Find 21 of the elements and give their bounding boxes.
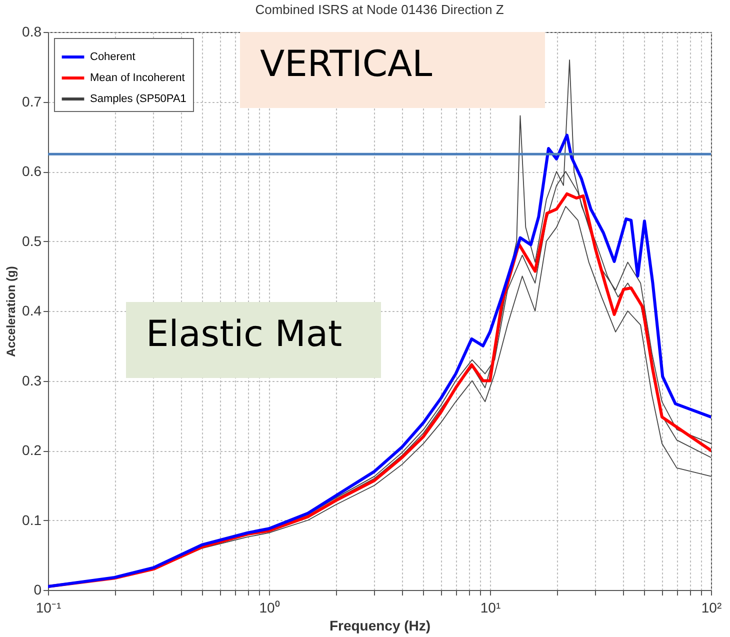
y-tick-label: 0.2 bbox=[22, 442, 42, 458]
x-tick-label: 10⁻¹ bbox=[36, 600, 62, 616]
legend-label: Samples (SP50PA1 bbox=[90, 93, 186, 105]
x-axis-title: Frequency (Hz) bbox=[329, 618, 431, 634]
y-tick-label: 0.5 bbox=[22, 232, 42, 249]
y-tick-label: 0.7 bbox=[22, 93, 42, 110]
chart-title: Combined ISRS at Node 01436 Direction Z bbox=[255, 2, 504, 17]
y-tick-label: 0.1 bbox=[22, 512, 42, 528]
legend-label: Coherent bbox=[90, 51, 136, 63]
y-tick-label: 0.4 bbox=[22, 302, 42, 318]
text-box: VERTICAL bbox=[240, 32, 545, 108]
text-box: Elastic Mat bbox=[126, 302, 381, 378]
x-tick-label: 10⁰ bbox=[259, 600, 280, 616]
x-tick-label: 10² bbox=[701, 600, 722, 616]
legend-label: Mean of Incoherent bbox=[90, 72, 185, 84]
y-tick-label: 0.8 bbox=[22, 24, 42, 40]
y-tick-label: 0 bbox=[34, 582, 42, 598]
y-tick-label: 0.3 bbox=[22, 372, 42, 388]
x-tick-label: 10¹ bbox=[480, 600, 501, 616]
y-tick-label: 0.6 bbox=[22, 163, 42, 179]
y-axis-title: Acceleration (g) bbox=[4, 266, 18, 357]
